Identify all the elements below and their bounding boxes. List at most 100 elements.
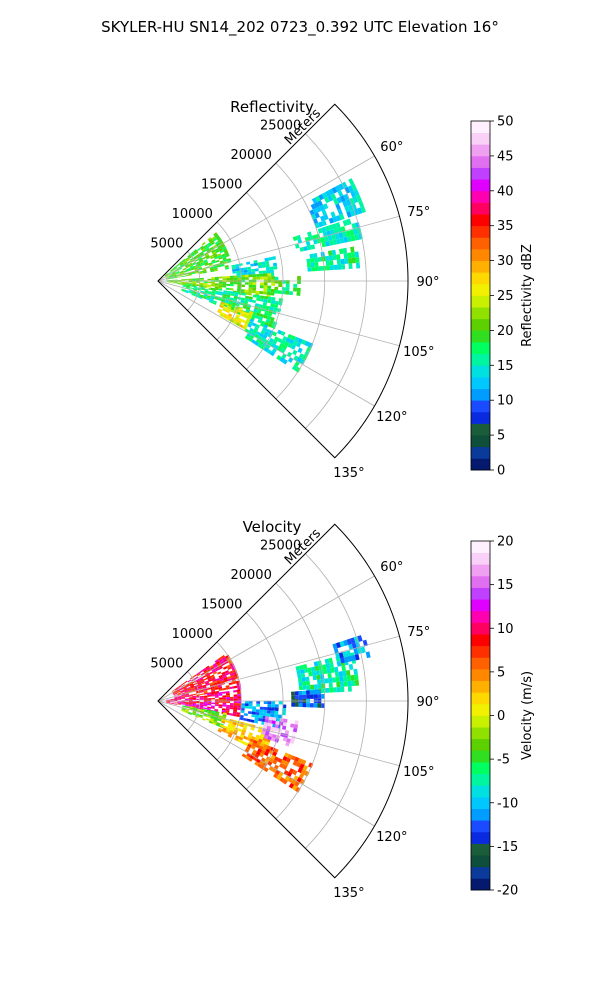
echo-cell (302, 765, 309, 771)
echo-cell (225, 672, 230, 676)
echo-cell (233, 703, 238, 706)
echo-cell (274, 704, 279, 708)
echo-cell (194, 684, 199, 688)
echo-cell (181, 279, 186, 281)
echo-cell (264, 716, 269, 720)
echo-cell (211, 236, 216, 241)
echo-cell (248, 703, 253, 707)
colorbar-swatch (471, 587, 490, 600)
echo-cell (267, 296, 272, 301)
echo-cell (175, 687, 179, 691)
range-tick-label: 20000 (230, 568, 271, 583)
echo-cell (342, 231, 348, 238)
echo-cell (271, 733, 277, 739)
echo-cell (188, 690, 193, 693)
echo-cell (189, 264, 194, 267)
echo-cell (240, 740, 246, 745)
azimuth-tick-label: 105° (403, 765, 434, 780)
echo-cell (240, 710, 245, 714)
colorbar-swatch (471, 738, 490, 751)
echo-cell (342, 651, 348, 658)
echo-cell (222, 246, 227, 250)
echo-cell (222, 306, 228, 310)
echo-cell (248, 298, 253, 303)
echo-cell (244, 328, 250, 333)
echo-cell (246, 737, 252, 742)
echo-cell (203, 244, 208, 249)
echo-cell (244, 312, 250, 316)
echo-cell (259, 313, 265, 318)
echo-cell (226, 698, 231, 701)
echo-cell (181, 282, 186, 284)
echo-cell (265, 741, 270, 746)
echo-cell (203, 690, 208, 693)
echo-cell (357, 635, 363, 642)
echo-cell (207, 706, 212, 709)
echo-cell (298, 353, 305, 359)
echo-cell (222, 308, 227, 312)
echo-cell (244, 755, 250, 760)
echo-cell (221, 729, 226, 733)
echo-cell (239, 717, 244, 721)
echo-cell (231, 726, 236, 730)
echo-cell (222, 673, 227, 677)
echo-cell (341, 181, 348, 189)
echo-cell (181, 684, 186, 687)
echo-cell (237, 691, 242, 695)
echo-cell (169, 274, 173, 277)
echo-cell (204, 291, 208, 294)
echo-cell (207, 703, 212, 706)
echo-cell (327, 235, 333, 241)
echo-cell (258, 270, 263, 274)
echo-cell (240, 313, 245, 318)
echo-cell (347, 235, 352, 242)
echo-cell (211, 259, 216, 263)
echo-cell (241, 703, 246, 706)
echo-cell (218, 286, 223, 290)
echo-cell (255, 331, 261, 336)
echo-cell (192, 284, 197, 286)
echo-cell (214, 659, 219, 663)
echo-cell (219, 291, 224, 294)
colorbar-swatch (471, 878, 490, 891)
echo-cell (229, 275, 234, 278)
echo-cell (266, 725, 271, 730)
echo-cell (256, 741, 262, 746)
echo-cell (227, 315, 232, 319)
echo-cell (177, 684, 182, 688)
echo-cell (207, 711, 212, 714)
echo-cell (218, 293, 223, 296)
echo-cell (225, 728, 231, 733)
echo-cell (212, 671, 218, 675)
echo-cell (215, 699, 219, 701)
echo-cell (252, 287, 257, 291)
echo-cell (360, 646, 366, 654)
echo-cell (210, 676, 216, 680)
echo-cell (211, 260, 216, 264)
echo-cell (230, 698, 234, 701)
echo-cell (355, 194, 362, 202)
echo-cell (271, 701, 276, 705)
echo-cell (183, 261, 188, 265)
echo-region (291, 689, 326, 708)
echo-cell (200, 279, 204, 281)
echo-cell (292, 349, 298, 356)
echo-cell (265, 328, 271, 334)
echo-cell (223, 248, 228, 252)
echo-cell (219, 305, 224, 309)
echo-cell (173, 699, 178, 701)
echo-cell (238, 728, 243, 733)
echo-cell (339, 676, 344, 682)
echo-cell (325, 687, 330, 693)
sector-frame (157, 103, 409, 459)
echo-cell (315, 195, 321, 202)
echo-cell (248, 282, 253, 285)
echo-cell (222, 293, 227, 297)
echo-cell (245, 746, 251, 751)
echo-cell (259, 322, 265, 328)
azimuth-gridline (157, 280, 375, 407)
echo-cell (259, 290, 264, 295)
echo-cell (190, 268, 195, 271)
echo-cell (351, 203, 357, 210)
echo-cell (192, 696, 197, 699)
